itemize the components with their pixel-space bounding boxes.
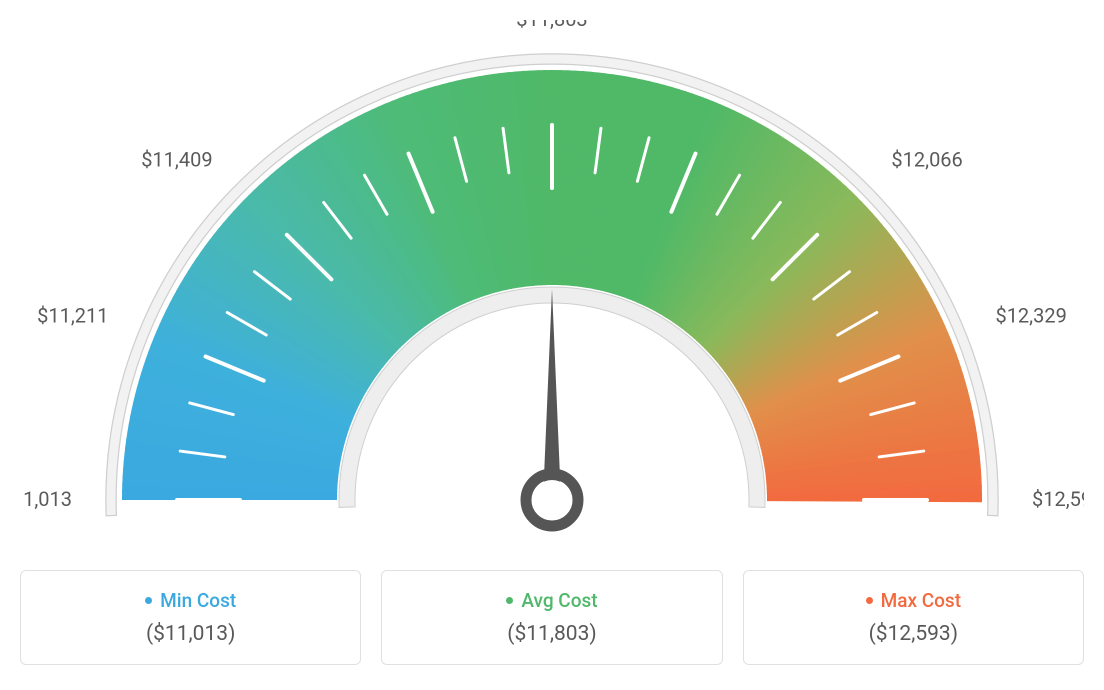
gauge-tick-label: $12,329 — [995, 303, 1066, 327]
avg-cost-label: Avg Cost — [506, 589, 597, 612]
min-cost-value: ($11,013) — [33, 622, 348, 646]
min-cost-label: Min Cost — [145, 589, 236, 612]
gauge-tick-label: $11,013 — [20, 487, 72, 511]
max-cost-value: ($12,593) — [756, 622, 1071, 646]
cost-gauge-chart: $11,013 $11,211 $11,409 $11,803 $12,066 $12,3… — [20, 20, 1084, 665]
gauge-tick-label: $12,593 — [1032, 487, 1084, 511]
gauge-svg: $11,013 $11,211 $11,409 $11,803 $12,066 $12,3… — [20, 20, 1084, 550]
gauge-tick-label: $11,803 — [516, 20, 587, 31]
cost-summary-row: Min Cost ($11,013) Avg Cost ($11,803) Ma… — [20, 570, 1084, 665]
gauge-tick-label: $11,409 — [141, 148, 212, 172]
avg-cost-value: ($11,803) — [394, 622, 709, 646]
gauge-needle — [543, 289, 561, 500]
min-cost-box: Min Cost ($11,013) — [20, 570, 361, 665]
max-cost-box: Max Cost ($12,593) — [743, 570, 1084, 665]
max-cost-label: Max Cost — [866, 589, 961, 612]
gauge-tick-label: $12,066 — [891, 148, 962, 172]
gauge-tick-label: $11,211 — [37, 303, 108, 327]
avg-cost-box: Avg Cost ($11,803) — [381, 570, 722, 665]
